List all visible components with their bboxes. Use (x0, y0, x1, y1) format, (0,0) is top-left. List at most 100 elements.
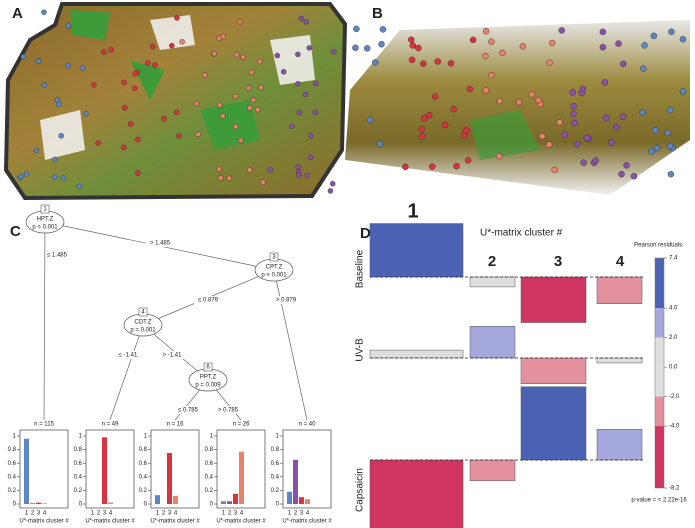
marker (378, 41, 385, 48)
bar (287, 491, 292, 504)
bar (305, 499, 310, 504)
marker (421, 115, 428, 122)
marker (551, 166, 558, 174)
legend-tick-label: 2.0 (669, 335, 678, 341)
y-tick-label: 0.6 (8, 461, 17, 467)
marker (331, 48, 337, 55)
marker (613, 123, 620, 131)
node-id-box (269, 252, 279, 262)
legend-tick-label: 4.0 (669, 306, 678, 312)
marker (220, 33, 226, 40)
marker (519, 43, 527, 50)
marker (466, 85, 474, 93)
marker (211, 50, 218, 57)
x-tick-label: 4 (109, 511, 113, 517)
marker (580, 159, 587, 166)
residual-bar (520, 357, 587, 384)
marker (528, 91, 536, 98)
x-axis-label: U*-matrix cluster # (19, 519, 69, 525)
edge-label-bg (146, 239, 174, 247)
marker (548, 39, 556, 47)
marker (195, 131, 201, 137)
row-label: Baseline (355, 249, 366, 288)
marker (495, 153, 503, 160)
y-tick-label: 1 (13, 434, 17, 440)
node-id-box (203, 362, 213, 372)
plot-frame (150, 429, 200, 509)
marker (667, 142, 674, 150)
bar (227, 501, 232, 504)
node-id: 4 (141, 310, 145, 316)
bar (293, 459, 298, 504)
marker (41, 9, 47, 15)
marker (450, 106, 457, 113)
marker (556, 119, 563, 126)
marker (352, 44, 359, 51)
panel-b-surface (345, 20, 690, 195)
marker (461, 132, 468, 139)
marker (193, 100, 200, 107)
marker (415, 44, 422, 52)
node-label: CDT.Z (135, 320, 152, 326)
marker (353, 25, 360, 33)
marker (426, 111, 433, 119)
y-tick-label: 0.8 (271, 447, 280, 453)
y-tick-label: 0 (276, 502, 280, 508)
legend-band (655, 426, 664, 488)
marker (668, 28, 675, 35)
marker (679, 88, 687, 95)
marker (418, 133, 426, 140)
legend-tick-label: 0.0 (669, 365, 678, 371)
marker (469, 36, 477, 44)
marker (623, 162, 630, 169)
residual-bar (369, 459, 464, 528)
marker (434, 58, 442, 65)
marker (65, 62, 71, 69)
residual-bar (596, 357, 643, 364)
marker (330, 181, 336, 187)
marker (366, 116, 374, 124)
marker (574, 140, 581, 148)
panel-a-map (3, 2, 348, 201)
node-p: p < 0.001 (32, 225, 58, 231)
marker (258, 84, 264, 91)
tree-edge (273, 269, 308, 421)
y-tick-label: 0.2 (139, 488, 148, 494)
marker (121, 144, 127, 151)
marker (295, 164, 301, 170)
x-tick-label: 1 (222, 511, 226, 517)
mountain (40, 15, 315, 160)
marker (599, 44, 607, 51)
marker (41, 82, 48, 88)
residual-bar (369, 223, 464, 278)
panel-label: B (372, 5, 383, 22)
marker (535, 96, 542, 104)
marker (408, 36, 415, 43)
edge-label-bg (214, 406, 242, 414)
marker (132, 71, 138, 77)
marker (583, 134, 591, 142)
marker (161, 116, 167, 122)
terminal-n: n = 40 (299, 422, 317, 428)
marker (150, 44, 156, 50)
edge-label-bg (272, 296, 300, 304)
marker (52, 174, 58, 181)
legend-tick-label: -4.0 (669, 424, 680, 430)
marker (641, 42, 648, 49)
chart-title: U*-matrix cluster # (480, 228, 563, 239)
marker (250, 97, 257, 103)
bar (233, 493, 238, 504)
marker (561, 131, 568, 138)
marker (35, 58, 42, 64)
y-tick-label: 0.4 (139, 474, 148, 480)
edge-label-bg (158, 351, 186, 359)
terminal-n: n = 115 (34, 422, 54, 428)
marker (364, 45, 371, 52)
marker (618, 170, 625, 178)
x-tick-label: 2 (31, 511, 35, 517)
marker (65, 23, 72, 29)
node-id-box (40, 204, 50, 214)
x-axis-label: U*-matrix cluster # (216, 519, 266, 525)
marker (20, 53, 27, 60)
x-tick-label: 3 (168, 511, 172, 517)
